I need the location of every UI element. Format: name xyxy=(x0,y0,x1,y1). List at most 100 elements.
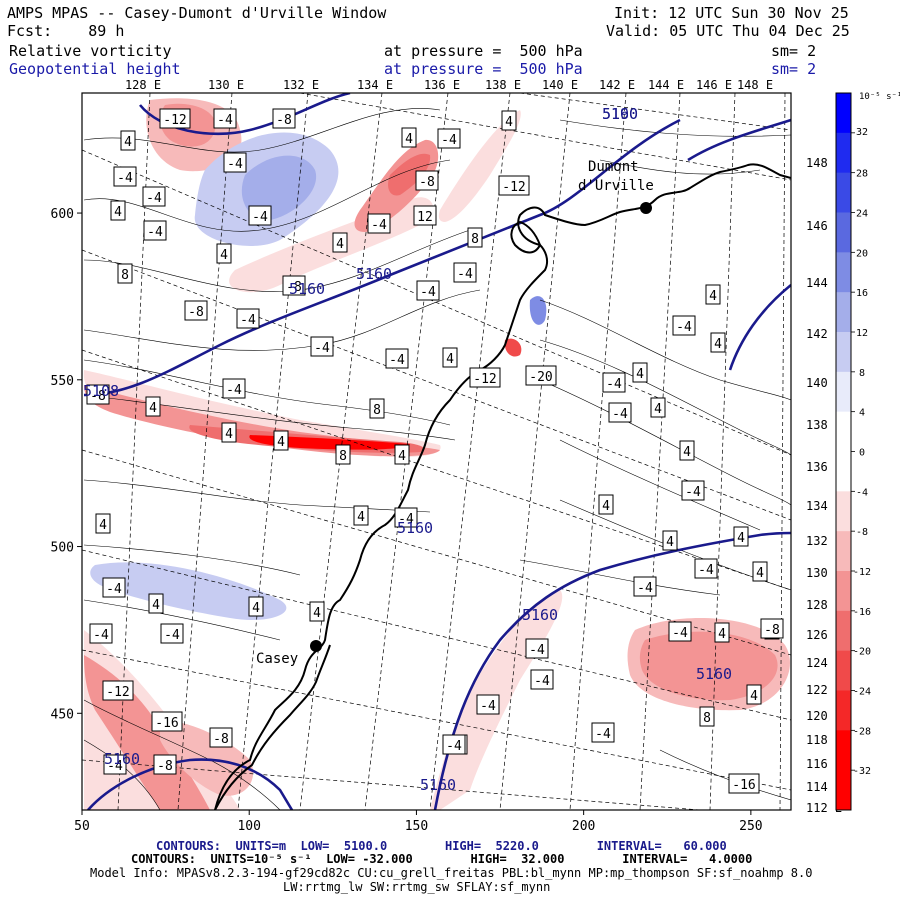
vorticity-contour-label: 4 xyxy=(752,561,768,582)
colorbar-label: -32 xyxy=(853,766,871,777)
height-contour-label: 5160 xyxy=(289,280,325,298)
vorticity-contour-label: -4 xyxy=(89,623,113,644)
svg-text:4: 4 xyxy=(683,445,691,460)
y-tick-label: 600 xyxy=(51,207,74,222)
vorticity-contour-label: 8 xyxy=(117,263,133,284)
colorbar-label: -16 xyxy=(853,607,871,618)
vorticity-contour-label: -4 xyxy=(442,734,466,755)
vorticity-contour-label: -4 xyxy=(394,507,418,528)
svg-text:-4: -4 xyxy=(606,377,622,392)
svg-text:8: 8 xyxy=(339,449,347,464)
vorticity-contour-label: -12 xyxy=(498,175,530,196)
model-info: Model Info: MPASv8.2.3-194-gf29cd82c CU:… xyxy=(90,866,813,880)
svg-text:-4: -4 xyxy=(480,699,496,714)
svg-text:4: 4 xyxy=(602,499,610,514)
colorbar-swatch xyxy=(836,650,851,691)
vorticity-contour-label: -8 xyxy=(184,300,208,321)
colorbar-label: 20 xyxy=(856,248,868,259)
svg-text:-4: -4 xyxy=(420,285,436,300)
casey-label: Casey xyxy=(256,651,299,667)
svg-text:4: 4 xyxy=(750,689,758,704)
vorticity-contour-label: 8 xyxy=(369,398,385,419)
top-lon-label: 142 E xyxy=(599,78,635,92)
vorticity-contour-label: 4 xyxy=(145,396,161,417)
svg-text:-4: -4 xyxy=(227,157,243,172)
svg-text:4: 4 xyxy=(277,435,285,450)
vorticity-contour-label: -4 xyxy=(602,372,626,393)
vorticity-contour-label: -4 xyxy=(591,722,615,743)
field1-level: at pressure = 500 hPa xyxy=(384,42,583,60)
svg-text:8: 8 xyxy=(703,711,711,726)
right-lon-label: 128 E xyxy=(806,598,842,612)
svg-text:4: 4 xyxy=(405,132,413,147)
colorbar-label: 16 xyxy=(856,288,868,299)
right-lon-label: 134 E xyxy=(806,499,842,513)
colorbar-label: 24 xyxy=(856,209,868,220)
vort-fill-neg xyxy=(639,631,778,701)
vorticity-contour-label: -8 xyxy=(415,170,439,191)
height-contour-label: 5160 xyxy=(397,519,433,537)
vorticity-contour-label: 4 xyxy=(309,601,325,622)
vort-fill-neg xyxy=(504,338,522,357)
right-lon-label: 142 E xyxy=(806,327,842,341)
colorbar-swatch xyxy=(836,730,851,771)
vorticity-contour-label: 4 xyxy=(401,127,417,148)
vorticity-contour-label: -4 xyxy=(248,205,272,226)
svg-text:-4: -4 xyxy=(672,626,688,641)
height-contour-label: 5160 xyxy=(522,606,558,624)
vorticity-contour-label: -4 xyxy=(310,336,334,357)
vorticity-contour-label: -4 xyxy=(143,220,167,241)
vorticity-contour-label: -8 xyxy=(209,727,233,748)
svg-text:-8: -8 xyxy=(90,389,106,404)
x-tick-label: 200 xyxy=(572,819,595,834)
colorbar-swatch xyxy=(836,411,851,452)
svg-text:-8: -8 xyxy=(276,113,292,128)
vorticity-contour-label: -4 xyxy=(530,669,554,690)
svg-text:-4: -4 xyxy=(637,581,653,596)
forecast-hour: Fcst: 89 h xyxy=(7,22,125,40)
durville-label: d'Urville xyxy=(578,178,654,194)
right-lon-label: 132 E xyxy=(806,534,842,548)
svg-text:-8: -8 xyxy=(286,280,302,295)
svg-text:-4: -4 xyxy=(676,320,692,335)
svg-text:-12: -12 xyxy=(502,180,525,195)
vorticity-contour-label: 4 xyxy=(110,200,126,221)
vorticity-contour-label: -4 xyxy=(160,623,184,644)
field1-smoothing: sm= 2 xyxy=(771,42,817,60)
top-lon-label: 136 E xyxy=(424,78,460,92)
right-lon-label: 124 E xyxy=(806,656,842,670)
casey-marker xyxy=(310,640,322,652)
vorticity-contour-label: -8 xyxy=(760,618,784,639)
colorbar-swatch xyxy=(836,212,851,253)
height-contour-label: 5160 xyxy=(696,665,732,683)
field2-smoothing: sm= 2 xyxy=(771,60,817,78)
top-longitude-axis: 128 E 130 E 132 E 134 E 136 E 138 E 140 E 142 E… xyxy=(125,78,773,92)
vorticity-contour-label: -4 xyxy=(213,108,237,129)
vorticity-contour-label: -4 xyxy=(416,280,440,301)
vorticity-contour-label: -4 xyxy=(672,315,696,336)
svg-text:-20: -20 xyxy=(529,370,552,385)
svg-text:-4: -4 xyxy=(389,353,405,368)
colorbar-label: -20 xyxy=(853,647,871,658)
colorbar-swatch xyxy=(836,93,851,134)
right-lon-label: 114 E xyxy=(806,780,842,794)
x-tick-label: 150 xyxy=(405,819,428,834)
vorticity-contour-label: -4 xyxy=(453,262,477,283)
top-lon-label: 128 E xyxy=(125,78,161,92)
vorticity-contour-label: 4 xyxy=(248,596,264,617)
svg-text:-4: -4 xyxy=(226,383,242,398)
right-lon-label: 126 E xyxy=(806,628,842,642)
colorbar-label: -12 xyxy=(853,567,871,578)
svg-text:-12: -12 xyxy=(163,113,186,128)
colorbar-swatch xyxy=(836,531,851,572)
right-lon-label: 144 E xyxy=(806,276,842,290)
svg-text:-16: -16 xyxy=(732,778,755,793)
svg-text:-4: -4 xyxy=(457,267,473,282)
vorticity-contour-label: 4 xyxy=(120,130,136,151)
svg-text:4: 4 xyxy=(313,606,321,621)
vorticity-contour-label: -4 xyxy=(437,128,461,149)
height-contour-label: 5160 xyxy=(356,265,392,283)
colorbar-label: 8 xyxy=(859,368,865,379)
vorticity-contour-label: -12 xyxy=(469,367,501,388)
